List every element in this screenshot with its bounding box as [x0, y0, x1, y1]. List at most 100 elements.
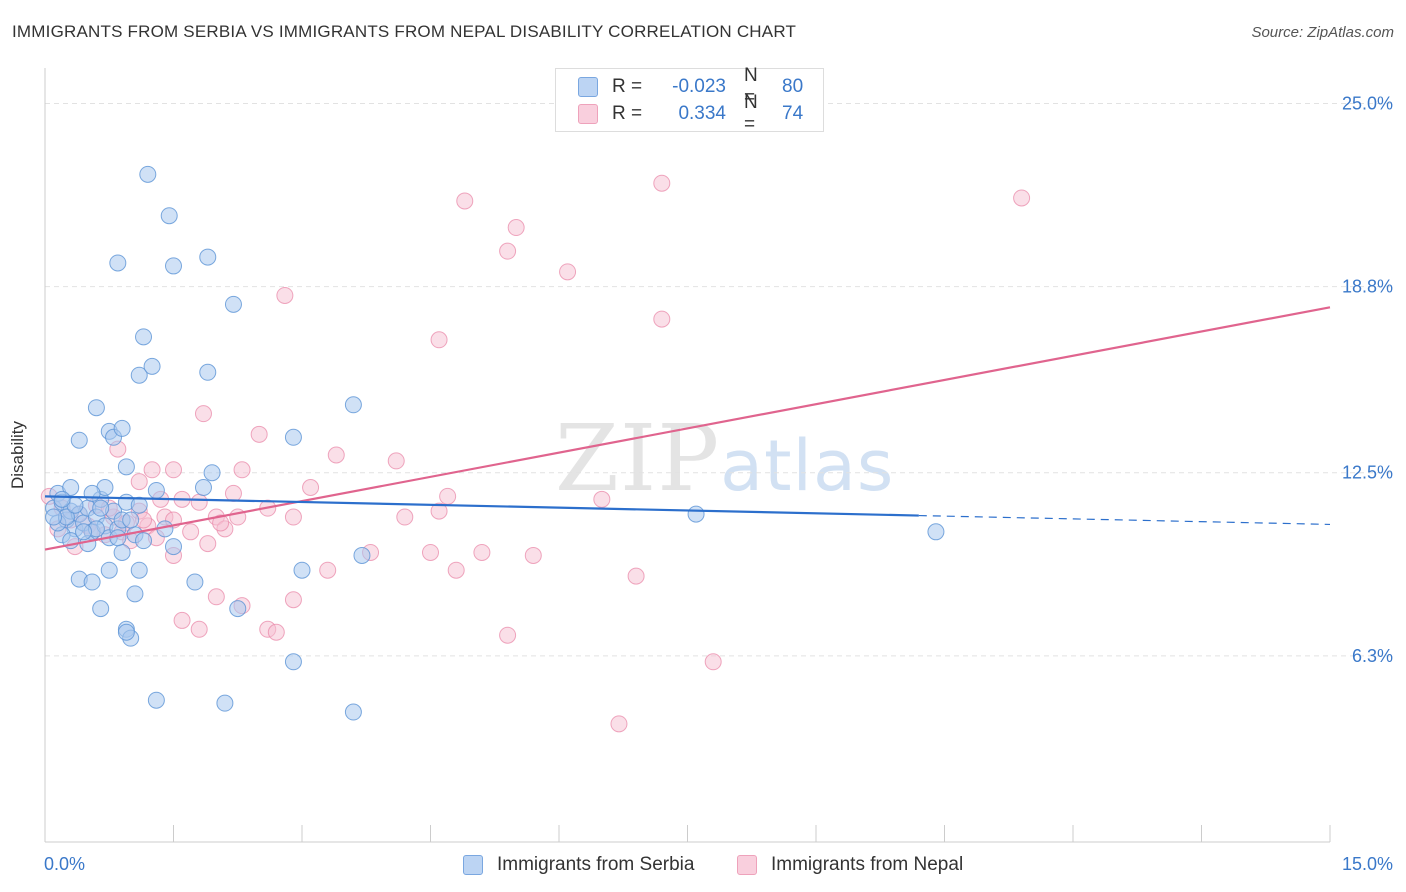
serbia-point	[122, 511, 140, 529]
serbia-point	[284, 653, 302, 671]
serbia-trend-extension	[918, 514, 1331, 526]
serbia-point	[126, 585, 144, 603]
nepal-point	[194, 405, 212, 423]
nepal-point	[212, 514, 230, 532]
chart-title: IMMIGRANTS FROM SERBIA VS IMMIGRANTS FRO…	[12, 22, 797, 41]
nepal-point	[267, 623, 285, 641]
x-tick-label: 0.0%	[44, 854, 85, 874]
serbia-point	[165, 257, 182, 275]
nepal-point	[627, 567, 645, 585]
axes	[44, 68, 1331, 843]
y-tick-label: 25.0%	[1342, 93, 1393, 113]
nepal-point	[456, 192, 474, 210]
serbia-point	[100, 561, 118, 579]
nepal-point	[1013, 189, 1031, 207]
legend-n-value: 80	[782, 76, 804, 97]
legend-item-serbia[interactable]: Immigrants from Serbia	[463, 852, 694, 878]
serbia-point	[87, 399, 105, 417]
serbia-point	[130, 561, 148, 579]
legend-r-value: -0.023	[672, 76, 726, 97]
serbia-point	[117, 458, 135, 476]
legend-swatch-nepal	[737, 855, 757, 875]
nepal-point	[387, 452, 405, 470]
nepal-point	[430, 331, 448, 349]
serbia-point	[199, 363, 217, 381]
nepal-trend-line	[44, 306, 1331, 551]
nepal-point	[207, 588, 225, 606]
serbia-point	[53, 490, 71, 508]
legend-r-label: R =	[612, 103, 643, 124]
grid	[45, 102, 1392, 657]
nepal-point	[447, 561, 465, 579]
legend-label-serbia: Immigrants from Serbia	[497, 854, 695, 875]
nepal-point	[559, 263, 577, 281]
serbia-point	[165, 538, 182, 556]
serbia-point	[216, 694, 234, 712]
tick-labels: 6.3% 12.5% 18.8% 25.0% 0.0% 15.0%	[44, 93, 1393, 874]
x-tick-label: 15.0%	[1342, 854, 1393, 874]
nepal-point	[173, 611, 191, 629]
serbia-point	[194, 478, 212, 496]
serbia-point	[135, 532, 153, 550]
serbia-point	[62, 478, 80, 496]
nepal-point	[507, 219, 525, 237]
nepal-point	[190, 493, 208, 511]
legend-n-label: N =	[744, 92, 758, 135]
serbia-point	[229, 600, 247, 618]
serbia-point	[139, 165, 157, 183]
bottom-legend: Immigrants from Serbia Immigrants from N…	[0, 852, 1406, 878]
nepal-point	[422, 543, 439, 561]
serbia-point	[117, 623, 135, 641]
serbia-point	[927, 523, 945, 541]
serbia-point	[344, 703, 362, 721]
nepal-point	[302, 478, 320, 496]
serbia-point	[70, 431, 88, 449]
serbia-point	[75, 523, 93, 541]
serbia-point	[92, 499, 110, 517]
nepal-point	[143, 461, 161, 479]
nepal-point	[130, 473, 148, 491]
legend-n-value: 74	[782, 103, 804, 124]
nepal-point	[396, 508, 414, 526]
nepal-point	[284, 508, 302, 526]
serbia-point	[344, 396, 362, 414]
y-tick-label: 12.5%	[1342, 463, 1393, 483]
serbia-point	[109, 254, 127, 272]
nepal-point	[430, 502, 448, 520]
legend-swatch-serbia	[578, 77, 598, 97]
trend-lines	[44, 306, 1331, 551]
nepal-point	[327, 446, 345, 464]
y-tick-label: 18.8%	[1342, 277, 1393, 297]
nepal-point	[704, 653, 722, 671]
legend-r-value: 0.334	[678, 103, 726, 124]
legend-swatch-serbia	[463, 855, 483, 875]
nepal-point	[276, 286, 294, 304]
nepal-point	[319, 561, 337, 579]
watermark: ZIPatlas	[555, 405, 894, 512]
source-label: Source: ZipAtlas.com	[1251, 24, 1394, 41]
serbia-point	[130, 366, 148, 384]
serbia-point	[147, 691, 165, 709]
legend-n-label: N =	[744, 65, 758, 108]
nepal-point	[182, 523, 200, 541]
serbia-point	[130, 496, 148, 514]
nepal-points	[40, 174, 1031, 733]
nepal-point	[224, 484, 242, 502]
serbia-point	[83, 573, 101, 591]
legend-item-nepal[interactable]: Immigrants from Nepal	[737, 852, 963, 878]
serbia-point	[284, 428, 302, 446]
legend-box: R = -0.023 N = 80 R = 0.334 N = 74	[555, 65, 824, 135]
nepal-point	[473, 543, 491, 561]
serbia-point	[160, 207, 178, 225]
nepal-point	[199, 535, 217, 553]
nepal-point	[250, 425, 268, 443]
nepal-point	[190, 620, 208, 638]
nepal-point	[499, 626, 517, 644]
legend-row-serbia: R = -0.023 N = 80	[578, 65, 822, 108]
y-axis-label: Disability	[8, 420, 27, 490]
nepal-point	[165, 461, 182, 479]
legend-swatch-nepal	[578, 104, 598, 124]
serbia-point	[113, 543, 131, 561]
serbia-point	[293, 561, 311, 579]
